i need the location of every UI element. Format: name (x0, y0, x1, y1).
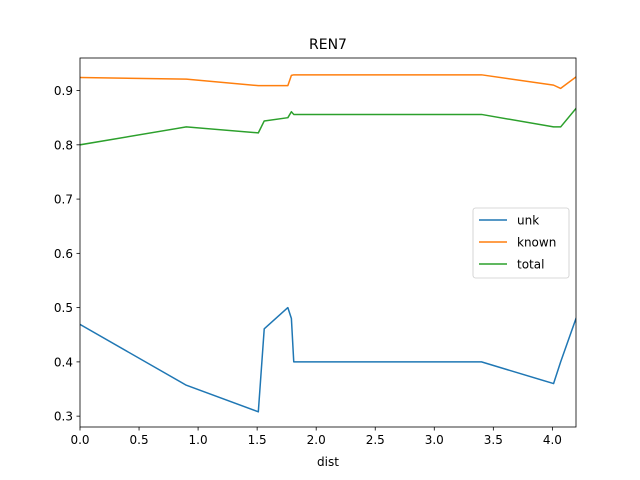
plot-area (79, 57, 577, 428)
x-tick-label: 3.0 (425, 433, 444, 447)
x-tick-label: 1.0 (189, 433, 208, 447)
x-tick-label: 0.0 (70, 433, 89, 447)
x-axis-title: dist (317, 455, 339, 469)
chart-title: REN7 (309, 37, 347, 53)
y-tick-label: 0.5 (54, 301, 73, 315)
legend: unk known total (472, 207, 570, 279)
x-tick-label: 0.5 (130, 433, 149, 447)
y-tick-label: 0.3 (54, 410, 73, 424)
y-axis: 0.3 0.4 0.5 0.6 0.7 0.8 0.9 (54, 84, 80, 424)
y-tick-label: 0.6 (54, 247, 73, 261)
series-line-known (80, 74, 576, 90)
x-tick-label: 3.5 (484, 433, 503, 447)
y-tick-label: 0.4 (54, 355, 73, 369)
x-tick-label: 2.0 (307, 433, 326, 447)
x-tick-label: 2.5 (366, 433, 385, 447)
legend-label-unk: unk (517, 214, 539, 228)
series-line-total (80, 107, 576, 146)
y-tick-label: 0.7 (54, 193, 73, 207)
x-tick-label: 4.0 (543, 433, 562, 447)
x-tick-label: 1.5 (248, 433, 267, 447)
axes-frame (79, 57, 577, 428)
legend-box (472, 207, 570, 279)
legend-label-known: known (517, 236, 556, 250)
legend-label-total: total (517, 258, 544, 272)
x-axis: 0.0 0.5 1.0 1.5 2.0 2.5 3.0 3.5 4.0 (70, 427, 562, 447)
series-group (80, 74, 576, 413)
y-tick-label: 0.8 (54, 138, 73, 152)
series-line-unk (80, 306, 576, 413)
y-tick-label: 0.9 (54, 84, 73, 98)
